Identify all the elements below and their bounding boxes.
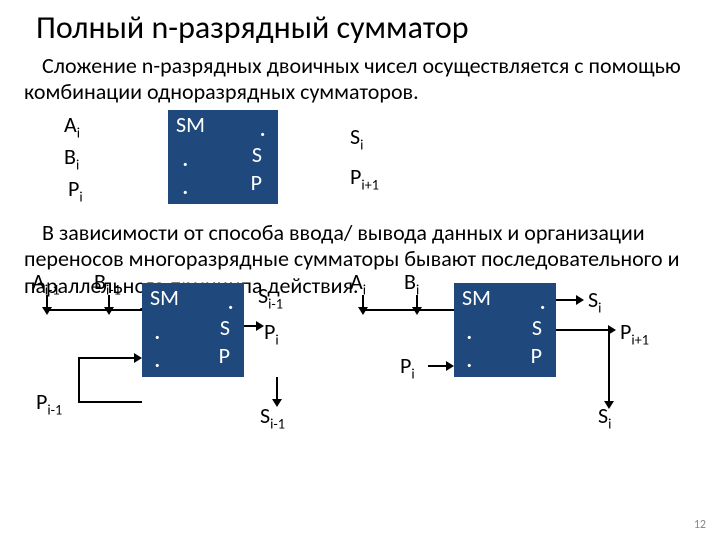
bl-hline-top: [46, 309, 146, 311]
label-s-i-out: Si: [350, 126, 363, 152]
label-p-i: Pi: [68, 178, 83, 204]
bl-arrow-a: [46, 295, 48, 309]
bl-s-down: [276, 377, 278, 401]
br-out-s: Si: [588, 289, 601, 315]
slide-title: Полный n-разрядный сумматор: [0, 0, 720, 51]
bl-dot-ml: .: [154, 317, 161, 343]
label-b-i: Bi: [64, 146, 79, 172]
block-dot-ml: .: [182, 144, 189, 170]
br-out-s-bot: Si: [598, 405, 611, 431]
br-fb-v1: [608, 329, 610, 397]
br-s: S: [532, 317, 542, 339]
top-diagram: Ai Bi Pi SM . . S . P Si Pi+1: [0, 110, 720, 218]
br-hline-top: [362, 309, 460, 311]
br-p-in: Pi: [400, 355, 415, 381]
bl-dot-bl: .: [154, 345, 161, 371]
block-dot-tr: .: [259, 114, 266, 140]
label-p-i1-out: Pi+1: [350, 166, 379, 192]
br-arrow-a: [362, 295, 364, 309]
bl-sm: SM: [150, 287, 179, 309]
paragraph-1: Сложение n-разрядных двоичных чисел осущ…: [0, 51, 720, 110]
block-p: P: [251, 172, 262, 194]
label-a-i: Ai: [64, 114, 80, 140]
block-s: S: [252, 144, 262, 166]
bl-line-s: [244, 325, 258, 327]
br-dot-bl: .: [466, 345, 473, 371]
bl-p-in: Pi-1: [36, 391, 62, 417]
bl-out-s-bot: Si-1: [260, 405, 285, 431]
br-sm: SM: [462, 287, 491, 309]
br-out-sline: [556, 299, 578, 301]
br-fb-vend: [608, 389, 610, 403]
page-number: 12: [694, 518, 706, 532]
br-dot-ml: .: [466, 317, 473, 343]
bl-fb-h1: [78, 401, 142, 403]
br-a: Ai: [350, 271, 366, 297]
br-dot-tr: .: [539, 287, 546, 313]
bl-a: Ai-1: [32, 271, 60, 297]
br-arrow-b: [416, 295, 418, 309]
br-p: P: [531, 345, 542, 367]
br-out-p: Pi+1: [620, 321, 649, 347]
bl-b: Bi-1: [94, 271, 121, 297]
bl-out-p-mid: Pi: [264, 321, 279, 347]
bl-s: S: [220, 317, 230, 339]
sm-block-br: SM . . S . P: [454, 283, 556, 377]
bl-fb-v: [78, 357, 80, 401]
bl-out-s-top: Si-1: [258, 285, 283, 311]
bl-arrow-b: [108, 295, 110, 309]
bl-dot-tr: .: [227, 287, 234, 313]
sm-block-bl: SM . . S . P: [142, 283, 244, 377]
block-dot-bl: .: [182, 172, 189, 198]
br-b: Bi: [404, 271, 419, 297]
bl-fb-h2: [78, 357, 136, 359]
block-sm: SM: [176, 114, 205, 136]
bl-p: P: [219, 345, 230, 367]
br-out-pline: [556, 329, 610, 331]
bottom-diagrams: Ai-1 Bi-1 SM . . S . P Si-1 Pi Pi-1 Si-1…: [0, 271, 720, 441]
br-p-in-line: [428, 365, 448, 367]
sm-block-top: SM . . S . P: [168, 110, 278, 204]
